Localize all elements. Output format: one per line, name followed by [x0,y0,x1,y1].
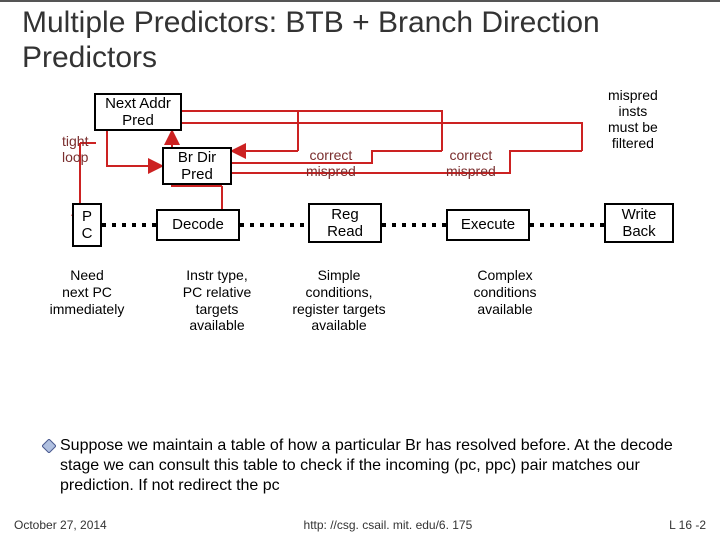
dot-3-4 [570,223,574,227]
footer-slide: L 16 -2 [669,518,706,532]
dot-2-3 [412,223,416,227]
box-regread: RegRead [308,203,382,243]
dot-3-2 [550,223,554,227]
bullet-row: Suppose we maintain a table of how a par… [42,436,702,496]
dot-0-4 [142,223,146,227]
wire-4 [180,111,298,151]
label-tight_loop: tightloop [62,133,88,165]
footer: October 27, 2014 http: //csg. csail. mit… [14,518,706,532]
footer-date: October 27, 2014 [14,518,107,532]
slide-title: Multiple Predictors: BTB + Branch Direct… [22,6,698,75]
dot-1-0 [240,223,244,227]
dot-3-5 [580,223,584,227]
label-correct_mispred2: correctmispred [446,147,496,179]
dot-1-1 [250,223,254,227]
dot-0-2 [122,223,126,227]
wire-6 [180,111,442,151]
dot-2-4 [422,223,426,227]
dot-3-3 [560,223,564,227]
dot-0-0 [102,223,106,227]
box-writeback: WriteBack [604,203,674,243]
subtext-need_next: Neednext PCimmediately [22,267,152,317]
subtext-complex: Complexconditionsavailable [440,267,570,317]
subtext-simple: Simpleconditions,register targetsavailab… [274,267,404,334]
box-br_dir: Br DirPred [162,147,232,185]
wire-9 [182,151,582,173]
dot-1-5 [290,223,294,227]
label-mispred_filtered: mispredinstsmust befiltered [608,87,658,151]
dot-2-2 [402,223,406,227]
dot-2-5 [432,223,436,227]
wire-8 [180,123,582,151]
dot-3-0 [530,223,534,227]
bullet-diamond-icon [42,439,60,459]
footer-url: http: //csg. csail. mit. edu/6. 175 [304,518,473,532]
dot-0-3 [132,223,136,227]
dot-1-2 [260,223,264,227]
box-execute: Execute [446,209,530,241]
subtext-instr_type: Instr type,PC relativetargetsavailable [152,267,282,334]
box-decode: Decode [156,209,240,241]
dot-3-1 [540,223,544,227]
dot-3-6 [590,223,594,227]
pipeline-diagram: Next AddrPred Br DirPred PC Decode RegRead Ex… [22,81,702,371]
dot-1-6 [300,223,304,227]
bullet-text: Suppose we maintain a table of how a par… [60,436,702,496]
label-correct_mispred1: correctmispred [306,147,356,179]
dot-2-1 [392,223,396,227]
dot-1-4 [280,223,284,227]
box-next_addr: Next AddrPred [94,93,182,131]
wire-3 [107,131,162,166]
dot-2-0 [382,223,386,227]
box-pc: PC [72,203,102,247]
dot-0-1 [112,223,116,227]
dot-1-3 [270,223,274,227]
